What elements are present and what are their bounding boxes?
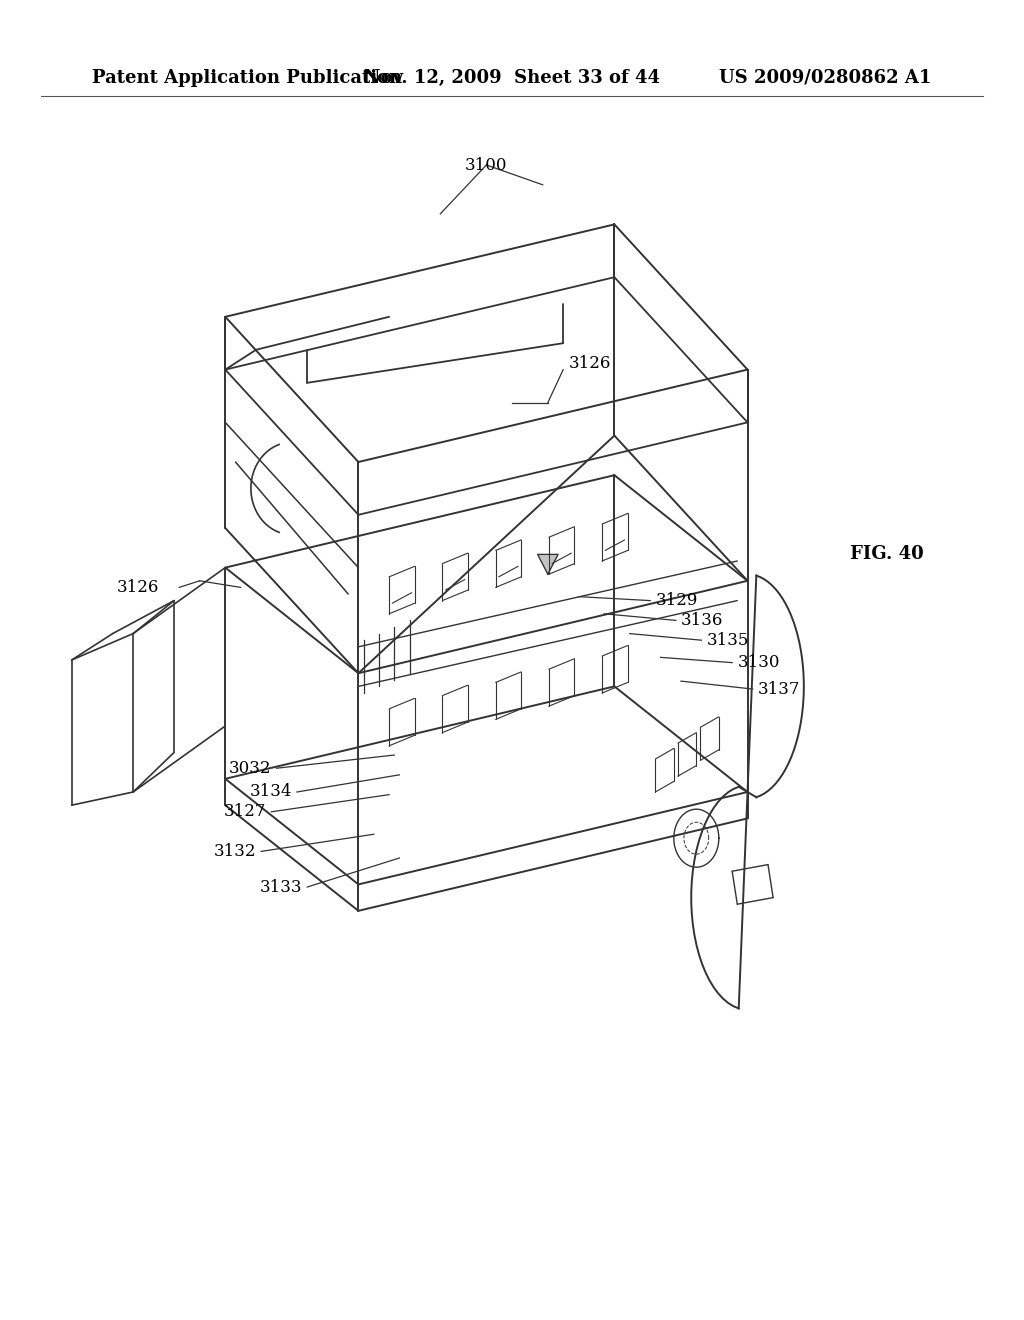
Text: 3127: 3127 (223, 804, 266, 820)
Text: 3129: 3129 (655, 593, 697, 609)
Text: Patent Application Publication: Patent Application Publication (92, 69, 402, 87)
Text: 3100: 3100 (465, 157, 508, 173)
Text: 3137: 3137 (758, 681, 801, 697)
Text: 3136: 3136 (681, 612, 723, 628)
Text: 3135: 3135 (707, 632, 749, 648)
Text: US 2009/0280862 A1: US 2009/0280862 A1 (720, 69, 932, 87)
Text: 3132: 3132 (213, 843, 256, 859)
Text: 3130: 3130 (737, 655, 780, 671)
Text: 3134: 3134 (249, 784, 292, 800)
Polygon shape (538, 554, 558, 574)
Text: 3126: 3126 (568, 355, 610, 371)
Text: 3032: 3032 (228, 760, 271, 776)
Text: 3126: 3126 (117, 579, 159, 595)
Text: 3133: 3133 (259, 879, 302, 895)
Text: Nov. 12, 2009  Sheet 33 of 44: Nov. 12, 2009 Sheet 33 of 44 (364, 69, 660, 87)
Text: FIG. 40: FIG. 40 (850, 545, 924, 564)
